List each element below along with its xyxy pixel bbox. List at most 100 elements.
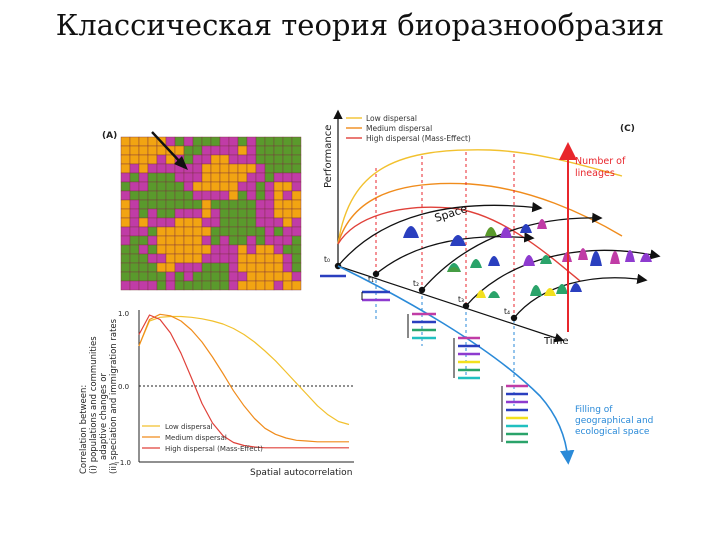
- grid-cell: [264, 271, 275, 282]
- grid-cell: [192, 208, 203, 219]
- grid-cell: [120, 136, 131, 147]
- grid-cell: [165, 280, 176, 291]
- grid-cell: [282, 262, 293, 273]
- grid-cell: [282, 154, 293, 165]
- grid-cell: [219, 253, 230, 264]
- grid-cell: [192, 181, 203, 192]
- grid-cell: [237, 217, 248, 228]
- panel-b-ytick-1: 1.0: [118, 310, 129, 318]
- grid-cell: [174, 208, 185, 219]
- grid-cell: [246, 271, 257, 282]
- grid-cell: [237, 280, 248, 291]
- grid-cell: [219, 154, 230, 165]
- grid-cell: [228, 190, 239, 201]
- series-line-low: [138, 315, 350, 426]
- panel-c-legend-high: High dispersal (Mass-Effect): [366, 134, 471, 143]
- grid-cell: [210, 136, 221, 147]
- panel-c-diagram: Performance Time Low dispersal Medium di…: [320, 109, 661, 465]
- grid-cell: [237, 262, 248, 273]
- grid-cell: [282, 163, 293, 174]
- grid-cell: [183, 280, 194, 291]
- grid-cell: [282, 226, 293, 237]
- grid-cell: [228, 280, 239, 291]
- grid-cell: [156, 154, 167, 165]
- grid-cell: [237, 163, 248, 174]
- panel-c-lineage-humps: [403, 219, 652, 298]
- grid-cell: [147, 163, 158, 174]
- grid-cell: [246, 145, 257, 156]
- grid-cell: [237, 235, 248, 246]
- grid-cell: [120, 262, 131, 273]
- grid-cell: [147, 145, 158, 156]
- panel-a-grid-figure: (A): [102, 131, 302, 291]
- grid-cell: [120, 226, 131, 237]
- grid-cell: [246, 244, 257, 255]
- grid-cell: [201, 190, 212, 201]
- grid-cell: [183, 271, 194, 282]
- phylogeny-glyph-5: [501, 384, 528, 444]
- grid-cell: [174, 145, 185, 156]
- panel-b-legend: Low dispersal Medium dispersal High disp…: [142, 423, 263, 453]
- grid-cell: [165, 226, 176, 237]
- grid-cell: [255, 163, 266, 174]
- grid-cell: [264, 244, 275, 255]
- grid-cell: [237, 199, 248, 210]
- grid-cell: [210, 235, 221, 246]
- grid-cell: [264, 181, 275, 192]
- grid-cell: [174, 199, 185, 210]
- grid-cell: [246, 217, 257, 228]
- grid-cell: [192, 172, 203, 183]
- grid-cell: [147, 172, 158, 183]
- panel-b-ylabel-line-3: adaptive changes or: [99, 373, 109, 460]
- grid-cell: [120, 145, 131, 156]
- grid-cell: [174, 262, 185, 273]
- grid-cell: [138, 253, 149, 264]
- grid-cell: [129, 136, 140, 147]
- grid-cell: [255, 226, 266, 237]
- grid-cell: [129, 145, 140, 156]
- panel-b-legend-low: Low dispersal: [165, 423, 213, 431]
- grid-cell: [129, 181, 140, 192]
- grid-cell: [219, 226, 230, 237]
- grid-cell: [129, 190, 140, 201]
- grid-cell: [165, 271, 176, 282]
- grid-cell: [228, 145, 239, 156]
- t1-label: t₁: [368, 275, 374, 284]
- grid-cell: [228, 244, 239, 255]
- grid-cell: [273, 262, 284, 273]
- grid-cell: [138, 262, 149, 273]
- grid-cell: [147, 271, 158, 282]
- panel-b-ylabel-line-1: Correlation between:: [79, 385, 89, 474]
- grid-cell: [174, 235, 185, 246]
- grid-cell: [219, 217, 230, 228]
- grid-cell: [129, 271, 140, 282]
- grid-cell: [255, 154, 266, 165]
- grid-cell: [282, 199, 293, 210]
- grid-cell: [228, 217, 239, 228]
- grid-cell: [255, 280, 266, 291]
- grid-cell: [210, 280, 221, 291]
- grid-cell: [273, 154, 284, 165]
- grid-cell: [237, 271, 248, 282]
- panel-c-space-label: Space: [433, 202, 469, 225]
- grid-cell: [201, 280, 212, 291]
- grid-cell: [264, 145, 275, 156]
- grid-cell: [147, 199, 158, 210]
- grid-cell: [183, 208, 194, 219]
- grid-cell: [138, 172, 149, 183]
- grid-cell: [192, 136, 203, 147]
- grid-cell: [255, 271, 266, 282]
- grid-cell: [210, 163, 221, 174]
- filling-label-line-1: Filling of: [575, 405, 613, 415]
- grid-cell: [147, 280, 158, 291]
- grid-cell: [147, 253, 158, 264]
- grid-cell: [183, 199, 194, 210]
- grid-cell: [255, 217, 266, 228]
- grid-cell: [138, 181, 149, 192]
- grid-cell: [210, 172, 221, 183]
- grid-cell: [210, 208, 221, 219]
- grid-cell: [165, 244, 176, 255]
- grid-cell: [165, 172, 176, 183]
- grid-cell: [237, 208, 248, 219]
- performance-curve-medium: [337, 182, 623, 245]
